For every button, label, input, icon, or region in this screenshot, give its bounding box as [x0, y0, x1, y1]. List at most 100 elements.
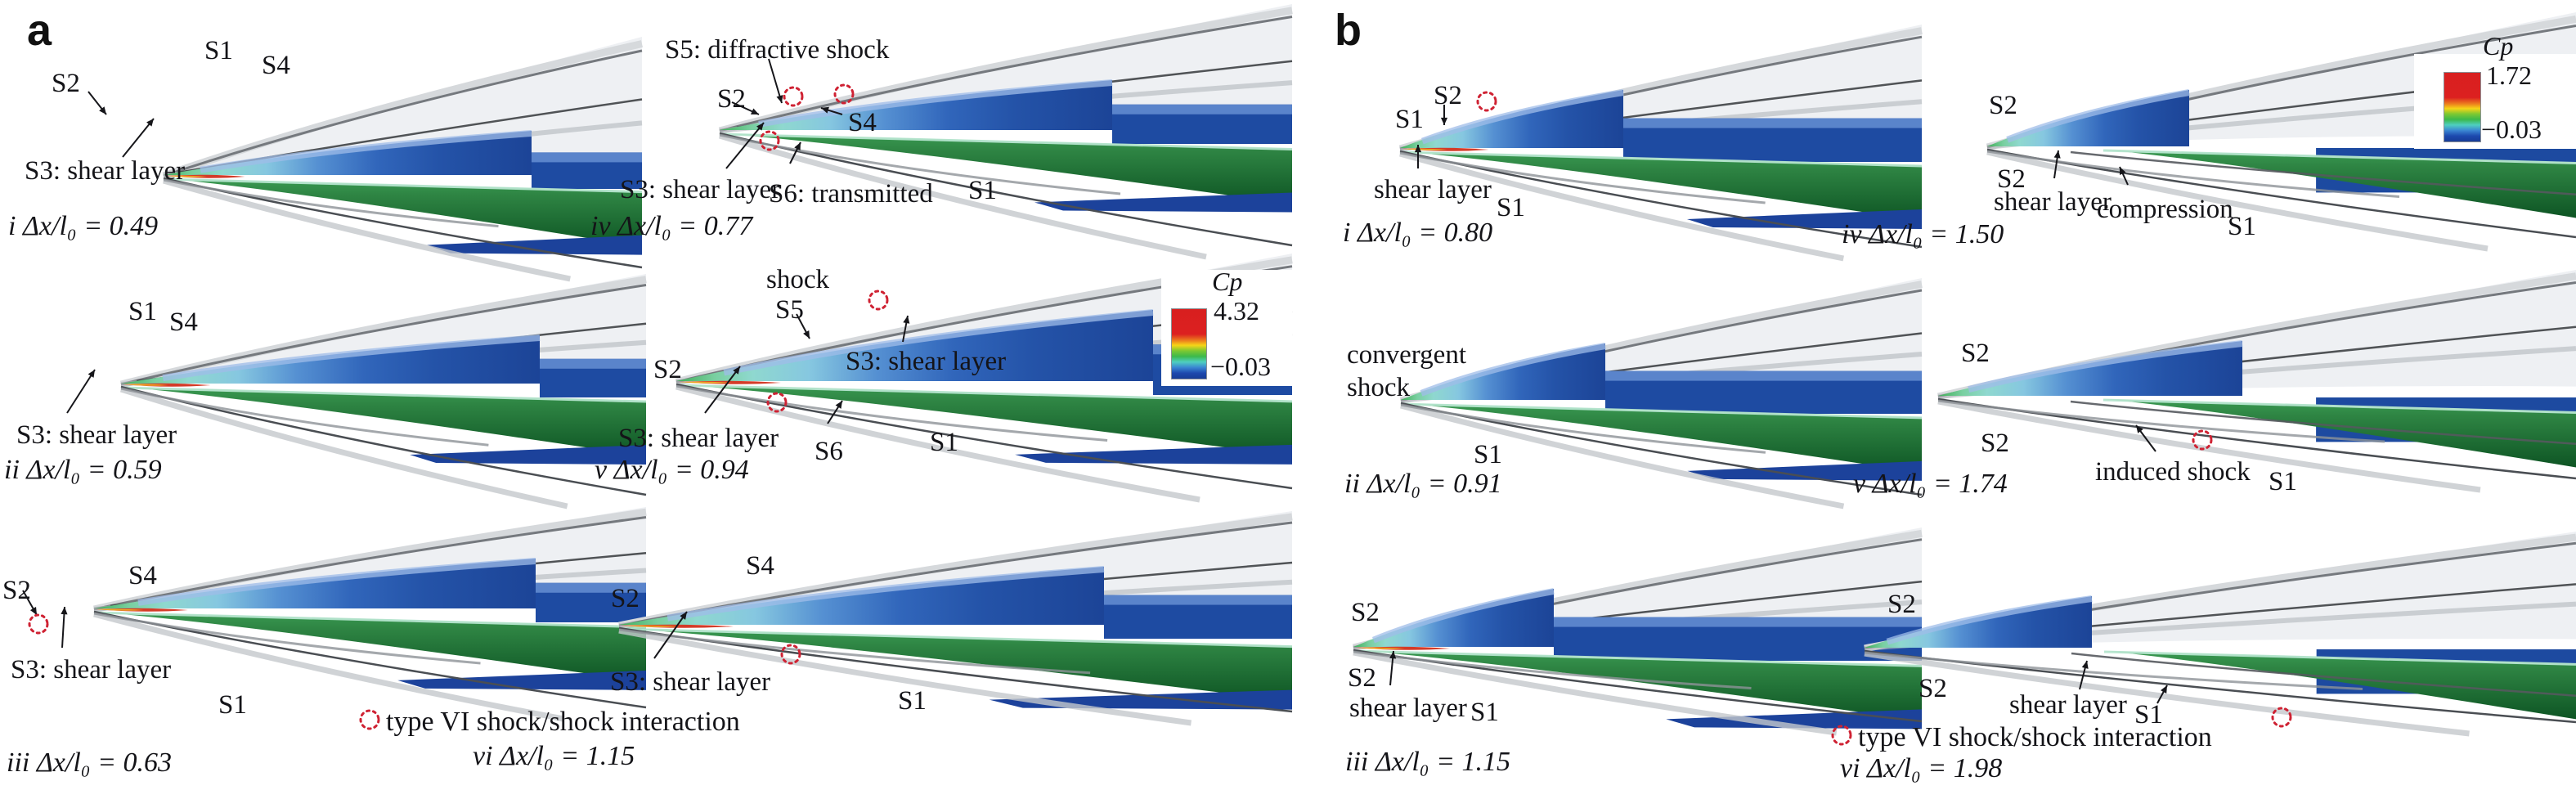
panel-caption-b-v: v Δx/l₀ = 1.74: [1853, 469, 2008, 499]
body-wedge: [2103, 150, 2576, 218]
type-vi-marker-icon: [1476, 91, 1497, 112]
annotation-arrowhead: [733, 366, 740, 375]
induced-shock-line: [2071, 652, 2576, 697]
annotation-label: S3: shear layer: [11, 655, 172, 685]
annotation-arrow: [704, 366, 741, 414]
type-vi-marker-icon: [2271, 707, 2292, 728]
annotation-label: induced shock: [2095, 457, 2251, 487]
annotation-arrowhead: [61, 607, 68, 615]
lower-blue-band: [397, 670, 646, 690]
group-label-a: a: [27, 6, 52, 55]
annotation-arrowhead: [903, 316, 910, 324]
body-wedge: [1400, 151, 1922, 221]
annotation-label: S1: [204, 36, 233, 65]
annotation-label: S1: [128, 297, 157, 326]
panel-caption-a-iii: iii Δx/l₀ = 0.63: [7, 747, 173, 778]
cp-contour-roof: [1420, 343, 1606, 397]
lower-shock-echo: [1399, 150, 1844, 262]
annotation-label: S3: shear layer: [25, 156, 186, 186]
annotation-label: S2: [1997, 164, 2026, 194]
lower-blue-band: [1686, 209, 1922, 229]
annotation-label: S3: shear layer: [16, 420, 177, 450]
cp-contour-block-top: [540, 358, 646, 369]
annotation-label: S6: [815, 437, 843, 466]
annotation-label: S2: [52, 69, 80, 98]
body-wedge: [164, 178, 642, 247]
annotation-label: S4: [128, 561, 157, 590]
annotation-arrowhead: [88, 370, 95, 378]
cp-contour-roof: [1968, 340, 2243, 393]
lower-shock-echo: [1864, 650, 2470, 737]
body-edge-stripe: [163, 177, 643, 194]
high-cp-streak-core: [622, 625, 680, 627]
annotation-label: S1: [968, 176, 997, 205]
annotation-label: S3: shear layer: [610, 667, 771, 697]
panel-caption-a-vi: vi Δx/l₀ = 1.15: [473, 741, 635, 771]
body-edge-stripe: [2103, 149, 2576, 164]
body-wedge: [1401, 403, 1922, 473]
high-cp-streak-core: [96, 608, 144, 611]
body-wedge: [121, 387, 646, 457]
annotation-label: S1: [1470, 698, 1499, 727]
type-vi-marker-icon: [868, 290, 889, 311]
annotation-label: shock: [1347, 373, 1410, 402]
annotation-label: S2: [1919, 674, 1947, 703]
cp-contour-roof: [666, 566, 1105, 622]
type-vi-marker-icon: [28, 613, 49, 635]
lower-shock-echo: [163, 177, 571, 282]
annotation-label: compression: [2097, 195, 2233, 224]
panel-caption-a-v: v Δx/l₀ = 0.94: [595, 455, 749, 485]
body-edge-stripe: [93, 611, 647, 629]
group-label-b: b: [1335, 6, 1362, 55]
type-vi-marker-icon: [2192, 429, 2213, 451]
body-wedge: [676, 384, 1292, 456]
cp-contour-roof: [2006, 89, 2190, 143]
colorbar-min: −0.03: [2481, 114, 2542, 144]
panel-caption-b-i: i Δx/l₀ = 0.80: [1343, 218, 1493, 248]
lower-shock-echo: [1353, 649, 1838, 736]
annotation-label: S2: [1981, 429, 2009, 458]
annotation-label: S4: [169, 307, 198, 337]
body-edge-stripe: [2103, 398, 2576, 414]
annotation-arrowhead: [821, 106, 829, 114]
annotation-arrowhead: [803, 330, 810, 339]
induced-shock-line: [2070, 400, 2576, 446]
annotation-arrowhead: [1414, 145, 1422, 153]
lower-shock-line2: [1864, 651, 2363, 690]
panel-caption-a-i: i Δx/l₀ = 0.49: [8, 211, 159, 241]
body-edge-stripe: [1353, 649, 1923, 667]
lower-shock-line2: [618, 628, 1091, 675]
annotation-arrowhead: [2053, 150, 2061, 159]
annotation-label: shock: [766, 265, 829, 294]
annotation-arrowhead: [146, 119, 154, 127]
annotation-label: S1: [2228, 212, 2256, 241]
body-wedge: [619, 628, 1292, 702]
annotation-label: S6: transmitted: [769, 179, 933, 209]
lower-shock-echo: [119, 386, 568, 509]
legend-type-vi-a: type VI shock/shock interaction: [386, 707, 740, 737]
cp-contour-roof: [1420, 89, 1624, 145]
legend-marker-icon: [1831, 725, 1852, 746]
body-edge-stripe: [120, 386, 647, 403]
colorbar-max: 1.72: [2486, 61, 2532, 90]
legend-marker-icon: [359, 709, 380, 730]
annotation-arrowhead: [794, 142, 801, 150]
lower-shock-echo: [719, 132, 1207, 260]
annotation-arrowhead: [756, 123, 764, 131]
type-vi-marker-icon: [766, 392, 788, 413]
annotation-arrowhead: [2136, 425, 2143, 433]
annotation-arrow: [122, 118, 155, 158]
cp-contour-block-top: [1605, 370, 1922, 381]
annotation-label: S2: [653, 355, 682, 384]
annotation-arrow: [66, 369, 96, 414]
annotation-label: S4: [746, 551, 774, 581]
high-cp-streak-core: [123, 384, 168, 386]
annotation-arrowhead: [680, 612, 687, 620]
body-wedge: [94, 612, 646, 682]
body-edge-stripe: [2103, 650, 2576, 666]
cp-contour-roof: [200, 130, 532, 173]
annotation-arrow: [768, 58, 783, 104]
cp-contour-roof: [758, 79, 1113, 128]
